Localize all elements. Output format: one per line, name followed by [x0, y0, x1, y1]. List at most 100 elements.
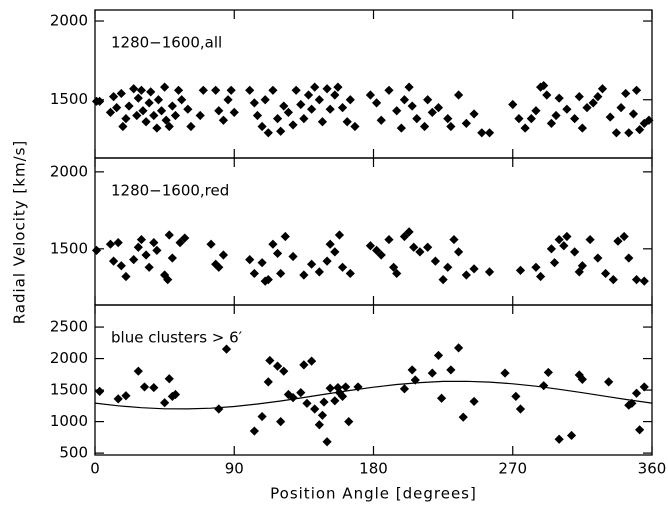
data-point [624, 253, 634, 263]
data-point [257, 121, 267, 132]
data-point [160, 270, 170, 280]
data-point [170, 110, 181, 121]
data-point [152, 123, 162, 133]
data-point [554, 234, 564, 245]
panel-label: 1280−1600,all [111, 34, 222, 52]
data-point [319, 397, 329, 407]
data-point [330, 247, 340, 257]
data-point [144, 98, 154, 108]
data-point [180, 233, 190, 243]
data-point [283, 107, 294, 117]
data-point [427, 107, 437, 117]
data-point [404, 227, 414, 237]
data-point [515, 265, 526, 275]
data-point [621, 88, 631, 99]
data-point [427, 368, 437, 378]
data-point [438, 275, 448, 285]
data-point [433, 103, 444, 113]
data-point [588, 98, 598, 108]
data-point [108, 91, 119, 102]
data-point [469, 264, 479, 274]
data-point [108, 256, 119, 266]
data-point [272, 248, 283, 259]
x-axis-label: Position Angle [degrees] [270, 485, 477, 503]
data-point [156, 106, 167, 116]
data-point [419, 121, 430, 132]
x-tick-label: 0 [90, 460, 100, 478]
data-point [597, 84, 608, 94]
data-point [469, 109, 479, 119]
data-point [279, 101, 289, 111]
data-point [164, 230, 174, 240]
data-point [515, 404, 526, 414]
data-point [124, 101, 134, 111]
data-point [249, 426, 259, 436]
data-point [317, 410, 328, 420]
data-point [384, 85, 394, 95]
data-point [582, 103, 592, 113]
data-point [198, 85, 208, 95]
data-point [149, 238, 159, 248]
data-point [133, 242, 143, 252]
data-point [410, 375, 420, 385]
data-point [276, 126, 286, 136]
data-point [333, 382, 343, 393]
data-point [214, 404, 224, 414]
data-point [611, 128, 622, 138]
data-point [186, 121, 196, 132]
data-point [310, 404, 320, 414]
data-point [353, 382, 363, 392]
data-point [570, 114, 580, 124]
data-point [167, 391, 177, 401]
data-point [322, 84, 332, 94]
data-point [644, 115, 654, 125]
data-point [407, 101, 417, 111]
y-tick-label: 2000 [50, 12, 88, 30]
data-point [631, 388, 642, 398]
data-point [113, 394, 123, 404]
data-point [149, 382, 159, 393]
y-tick-label: 500 [59, 444, 88, 462]
data-point [446, 365, 456, 375]
data-point [141, 250, 151, 260]
data-point [330, 396, 340, 406]
data-point [436, 393, 447, 403]
data-point [252, 110, 263, 121]
data-point [577, 374, 587, 384]
data-point [631, 275, 642, 285]
data-point [574, 267, 584, 277]
data-point [639, 382, 649, 392]
data-point [389, 262, 399, 272]
data-point [116, 261, 126, 271]
data-point [314, 420, 324, 430]
data-point [399, 231, 410, 242]
data-point [307, 356, 317, 366]
data-point [226, 85, 236, 95]
data-point [536, 271, 546, 282]
data-point [604, 377, 614, 387]
data-point [245, 254, 255, 265]
data-point [546, 118, 557, 128]
data-point [453, 247, 464, 257]
data-point [337, 262, 348, 272]
x-tick-label: 360 [638, 460, 667, 478]
data-point [121, 271, 131, 282]
data-point [161, 115, 171, 125]
data-point [624, 128, 634, 138]
data-point [608, 275, 618, 285]
data-point [149, 110, 159, 121]
data-point [195, 110, 205, 121]
data-point [423, 242, 433, 252]
data-point [334, 230, 345, 240]
data-point [263, 128, 273, 138]
panel-frame [94, 9, 653, 159]
data-point [536, 82, 546, 92]
data-point [484, 267, 495, 277]
data-point [265, 355, 275, 366]
data-point [539, 381, 549, 391]
data-point [303, 90, 314, 100]
data-point [177, 95, 187, 105]
data-point [152, 245, 162, 255]
data-point [136, 234, 147, 245]
